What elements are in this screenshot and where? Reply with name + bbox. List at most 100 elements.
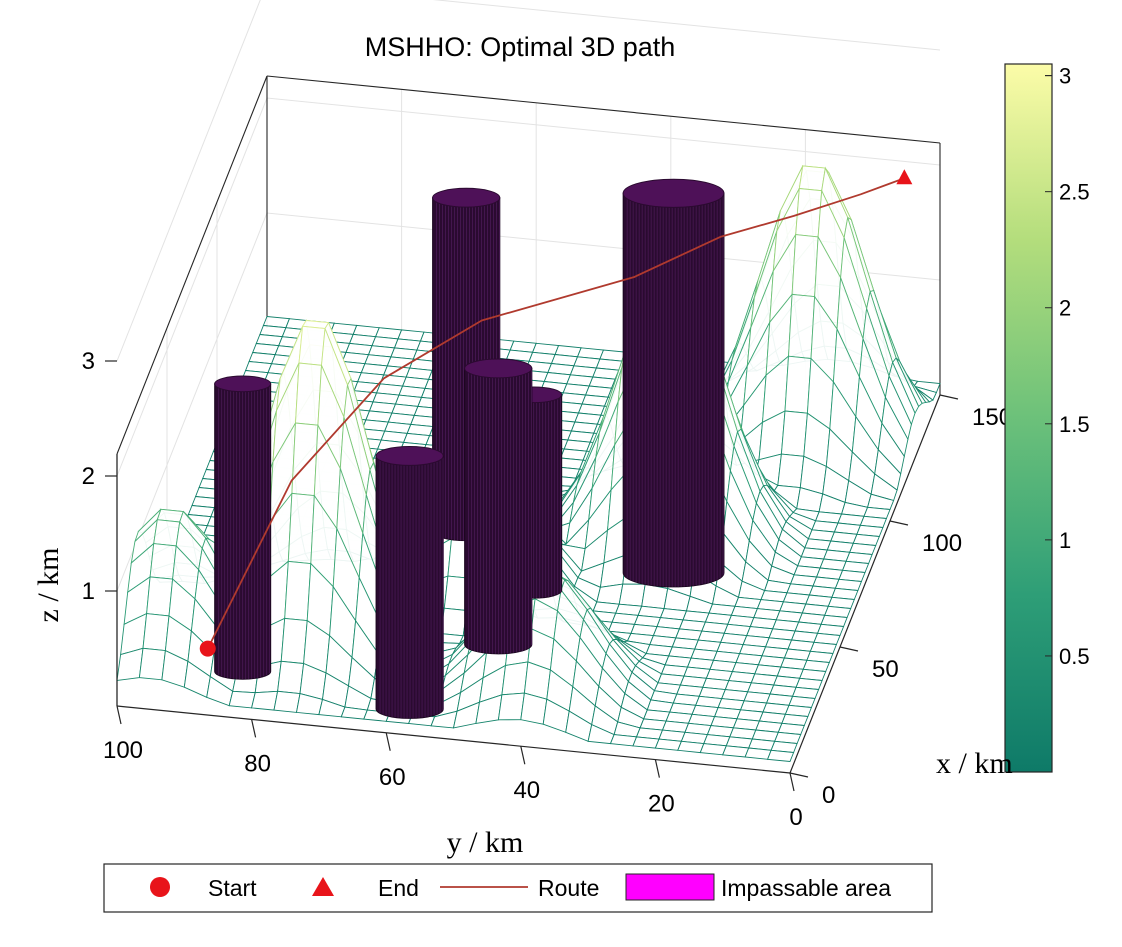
colorbar-ticks: 0.5 1 1.5 2 2.5 3 bbox=[1045, 64, 1090, 669]
y-tick-label: 100 bbox=[103, 737, 143, 764]
mesh-cell bbox=[149, 543, 177, 580]
legend-route-label: Route bbox=[538, 875, 599, 901]
cylinder-top bbox=[432, 187, 501, 208]
mesh-cell bbox=[777, 453, 805, 489]
mesh-cell bbox=[501, 661, 529, 696]
legend-impassable-patch bbox=[625, 873, 715, 901]
x-tick-mark bbox=[839, 646, 859, 652]
mesh-cell bbox=[654, 738, 683, 751]
mesh-cell bbox=[146, 576, 174, 617]
impassable-area bbox=[622, 178, 725, 588]
axis-edge bbox=[789, 394, 941, 774]
mesh-cell bbox=[632, 736, 660, 749]
mesh-cell bbox=[795, 188, 823, 238]
cylinder-body bbox=[622, 192, 725, 588]
z-tick-label: 2 bbox=[82, 463, 95, 490]
mesh-cell bbox=[784, 355, 812, 414]
mesh-cell bbox=[780, 410, 808, 457]
end-marker bbox=[896, 169, 913, 185]
y-tick-label: 40 bbox=[513, 777, 540, 804]
mesh-cell bbox=[641, 583, 669, 610]
mesh-cell bbox=[273, 690, 301, 713]
mesh-cell bbox=[744, 747, 772, 760]
colorbar-tick-label: 1.5 bbox=[1059, 412, 1090, 437]
axis-edge bbox=[116, 75, 268, 455]
y-tick-mark bbox=[654, 759, 660, 778]
y-tick-mark bbox=[251, 719, 257, 738]
cylinder-top bbox=[214, 375, 272, 393]
mesh-cell bbox=[791, 234, 819, 298]
mesh-cell bbox=[280, 617, 308, 664]
mesh-cell bbox=[766, 749, 795, 762]
impassable-areas bbox=[214, 178, 725, 719]
x-tick-mark bbox=[789, 772, 809, 778]
mesh-cell bbox=[699, 743, 727, 756]
colorbar: 0.5 1 1.5 2 2.5 3 bbox=[1004, 63, 1090, 773]
y-tick-label: 20 bbox=[648, 791, 675, 818]
cylinder-top bbox=[622, 178, 725, 208]
mesh-cell bbox=[497, 692, 525, 721]
colorbar-tick-label: 2 bbox=[1059, 296, 1071, 321]
y-tick-label: 80 bbox=[244, 750, 271, 777]
y-axis-label: y / km bbox=[447, 826, 524, 859]
mesh-cell bbox=[142, 613, 170, 652]
x-axis-label: x / km bbox=[936, 747, 1013, 780]
colorbar-tick-label: 3 bbox=[1059, 64, 1071, 89]
start-marker bbox=[199, 640, 216, 657]
legend: Start End Route Impassable area bbox=[103, 863, 933, 913]
mesh-cell bbox=[520, 692, 548, 725]
y-tick-mark bbox=[520, 746, 526, 765]
mesh-cell bbox=[798, 165, 826, 192]
mesh-cell bbox=[277, 660, 305, 695]
route-line bbox=[206, 177, 905, 650]
mesh-cell bbox=[722, 745, 750, 758]
mesh-cell bbox=[677, 740, 705, 754]
mesh-cell bbox=[788, 293, 816, 359]
legend-impassable-label: Impassable area bbox=[721, 875, 891, 901]
mesh-cell bbox=[138, 647, 166, 681]
grid-line bbox=[116, 0, 941, 362]
y-tick-label: 0 bbox=[789, 804, 802, 831]
mesh-cell bbox=[440, 607, 468, 637]
colorbar-gradient bbox=[1004, 63, 1053, 773]
colorbar-tick-label: 1 bbox=[1059, 528, 1071, 553]
x-tick-mark bbox=[939, 394, 959, 400]
x-tick-label: 0 bbox=[822, 782, 835, 809]
impassable-area bbox=[375, 446, 444, 719]
mesh-cell bbox=[287, 492, 315, 565]
mesh-cell bbox=[596, 583, 624, 605]
colorbar-tick-label: 2.5 bbox=[1059, 180, 1090, 205]
legend-start-marker bbox=[150, 877, 170, 897]
axes-front-edges bbox=[116, 394, 941, 774]
mesh-cell bbox=[298, 325, 326, 366]
colorbar-tick-label: 0.5 bbox=[1059, 644, 1090, 669]
y-tick-mark bbox=[116, 705, 122, 725]
legend-box bbox=[103, 863, 933, 913]
z-tick-label: 1 bbox=[82, 578, 95, 605]
mesh-cell bbox=[228, 690, 256, 709]
y-tick-mark bbox=[789, 772, 795, 792]
y-tick-mark bbox=[385, 732, 391, 751]
impassable-area bbox=[214, 375, 272, 680]
mesh-cell bbox=[251, 690, 279, 711]
mesh-cell bbox=[618, 583, 646, 607]
legend-end-marker bbox=[312, 877, 334, 896]
x-tick-label: 100 bbox=[922, 530, 962, 557]
z-tick-label: 3 bbox=[82, 348, 95, 375]
cylinder-top bbox=[375, 446, 444, 466]
chart-title: MSHHO: Optimal 3D path bbox=[365, 32, 676, 62]
route-layer bbox=[199, 169, 913, 657]
impassable-area bbox=[464, 358, 533, 655]
axis-edge bbox=[266, 75, 941, 144]
x-tick-label: 50 bbox=[872, 656, 899, 683]
mesh-cell bbox=[291, 422, 319, 497]
mesh-cell bbox=[609, 734, 638, 747]
z-axis-label: z / km bbox=[32, 548, 65, 623]
legend-end-label: End bbox=[378, 875, 419, 901]
legend-start-label: Start bbox=[208, 875, 257, 901]
axis-edge bbox=[116, 705, 791, 774]
y-tick-label: 60 bbox=[379, 764, 406, 791]
